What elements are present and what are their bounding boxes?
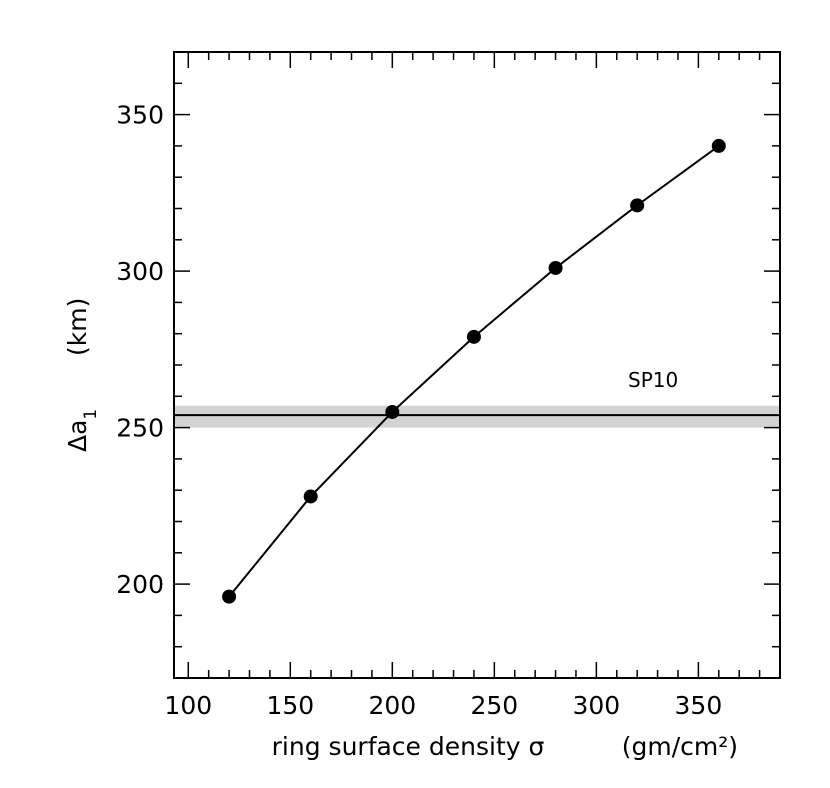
series-layer [222, 138, 726, 604]
x-axis-label-text: ring surface density σ [272, 732, 545, 761]
label-layer: ring surface density σ (gm/cm²) Δa1 (km)… [63, 298, 738, 761]
y-tick-label: 300 [116, 257, 164, 286]
data-point [385, 404, 400, 419]
y-axis-label-symbol: Δa [63, 420, 92, 452]
y-tick-label: 350 [116, 101, 164, 130]
x-tick-label: 350 [675, 691, 723, 720]
x-tick-label: 200 [368, 691, 416, 720]
x-tick-label: 250 [470, 691, 518, 720]
x-tick-label: 150 [266, 691, 314, 720]
x-tick-label: 100 [164, 691, 212, 720]
y-axis-label: Δa1 [63, 409, 101, 452]
x-tick-label: 300 [573, 691, 621, 720]
y-axis-label-subscript: 1 [81, 409, 101, 420]
y-axis-unit-label: (km) [63, 298, 92, 356]
reference-band [174, 405, 780, 428]
tick-layer: 100 150 200 250 300 350 200 250 300 350 [116, 51, 781, 720]
y-tick-label: 200 [116, 570, 164, 599]
data-point [466, 329, 481, 344]
y-tick-label: 250 [116, 414, 164, 443]
reference-band-layer [174, 405, 780, 428]
x-axis-unit-label: (gm/cm²) [622, 732, 738, 761]
data-point [711, 138, 726, 153]
data-point [548, 260, 563, 275]
plot-frame [173, 51, 781, 679]
plot-frame-layer [173, 51, 781, 679]
reference-band-label: SP10 [628, 368, 678, 392]
x-axis-label: ring surface density σ [272, 732, 545, 761]
data-point [222, 589, 237, 604]
data-point [630, 198, 645, 213]
data-point [303, 489, 318, 504]
